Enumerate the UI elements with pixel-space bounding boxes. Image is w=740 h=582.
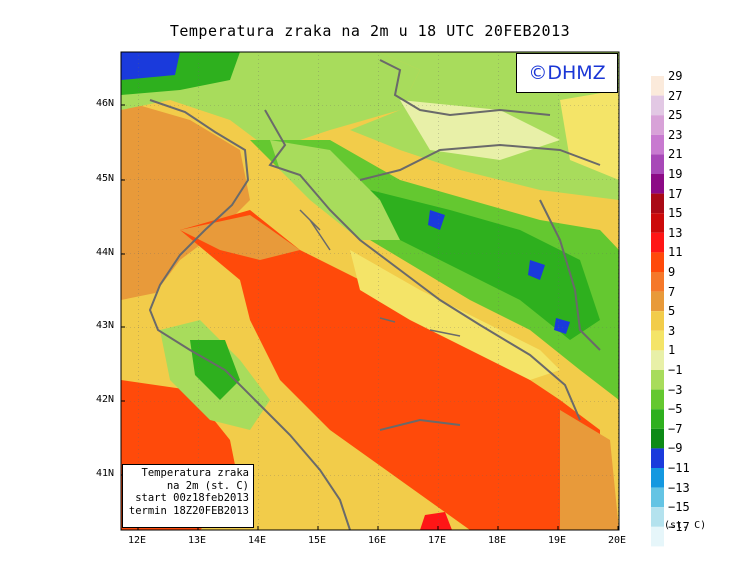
legend-swatch xyxy=(651,330,664,351)
axis-ticks xyxy=(121,104,619,530)
lat-label: 45N xyxy=(96,173,115,184)
lon-label: 13E xyxy=(188,535,207,546)
lon-label: 15E xyxy=(308,535,327,546)
legend-label: −17 xyxy=(668,519,690,534)
legend-swatch xyxy=(651,272,664,292)
lon-label: 18E xyxy=(488,535,507,546)
legend-label: 19 xyxy=(668,167,683,181)
legend-label: 29 xyxy=(668,69,683,83)
legend-swatch xyxy=(651,526,664,547)
dhmz-logo: ©DHMZ xyxy=(516,53,618,93)
info-line-1: Temperatura zraka xyxy=(141,467,249,479)
legend-label: 9 xyxy=(668,265,676,279)
legend-label: 15 xyxy=(668,206,683,221)
legend-label: −3 xyxy=(668,382,683,397)
legend-swatch xyxy=(651,291,664,312)
legend-label: −13 xyxy=(668,480,690,495)
legend-label: −9 xyxy=(668,441,683,456)
legend-swatch xyxy=(651,350,664,370)
lat-label: 44N xyxy=(96,247,115,258)
lat-label: 42N xyxy=(96,394,115,405)
legend-swatch xyxy=(651,428,664,449)
info-box: Temperatura zraka na 2m (st. C) start 00… xyxy=(122,464,254,528)
legend-swatch xyxy=(651,487,664,508)
legend-label: −11 xyxy=(668,461,690,475)
color-legend xyxy=(651,76,664,547)
legend-label: 23 xyxy=(668,127,683,142)
legend-label: 1 xyxy=(668,343,676,358)
map-frame xyxy=(120,51,620,531)
legend-swatch xyxy=(651,448,664,468)
map-grid xyxy=(121,52,619,530)
legend-label: 5 xyxy=(668,304,676,319)
lon-label: 14E xyxy=(248,535,267,546)
legend-label: 3 xyxy=(668,323,676,338)
lon-label: 12E xyxy=(128,535,147,546)
legend-swatch xyxy=(651,252,664,272)
legend-label: −5 xyxy=(668,402,683,417)
legend-swatch xyxy=(651,409,664,429)
lon-label: 16E xyxy=(368,535,387,546)
lon-label: 19E xyxy=(548,535,567,546)
lon-label: 20E xyxy=(608,535,627,546)
legend-swatch xyxy=(651,213,664,233)
legend-label: −1 xyxy=(668,363,683,377)
info-line-3: start 00z18feb2013 xyxy=(135,492,249,504)
legend-label: −7 xyxy=(668,421,683,436)
lat-label: 41N xyxy=(96,468,115,479)
legend-label: 17 xyxy=(668,186,683,201)
legend-swatch xyxy=(651,232,664,253)
legend-label: 11 xyxy=(668,245,683,260)
info-line-4: termin 18Z20FEB2013 xyxy=(128,504,249,517)
lat-label: 43N xyxy=(96,320,115,331)
legend-swatch xyxy=(651,95,664,116)
legend-label: 21 xyxy=(668,147,683,162)
legend-swatch xyxy=(651,174,664,194)
legend-label: 25 xyxy=(668,108,683,123)
legend-label: 13 xyxy=(668,225,683,240)
legend-swatch xyxy=(651,76,664,96)
info-line-2: na 2m (st. C) xyxy=(166,479,249,492)
legend-label: −15 xyxy=(668,500,690,515)
legend-swatch xyxy=(651,115,664,135)
legend-swatch xyxy=(651,468,664,488)
legend-swatch xyxy=(651,311,664,331)
legend-unit: (st. C) xyxy=(664,520,707,531)
legend-swatch xyxy=(651,193,664,214)
legend-swatch xyxy=(651,154,664,174)
legend-swatch xyxy=(651,134,664,155)
legend-swatch xyxy=(651,389,664,410)
legend-label: 27 xyxy=(668,88,683,103)
legend-label: 7 xyxy=(668,284,676,299)
legend-swatch xyxy=(651,370,664,390)
lon-label: 17E xyxy=(428,535,447,546)
lat-label: 46N xyxy=(96,98,115,109)
legend-swatch xyxy=(651,507,664,527)
map-title: Temperatura zraka na 2m u 18 UTC 20FEB20… xyxy=(169,22,571,40)
